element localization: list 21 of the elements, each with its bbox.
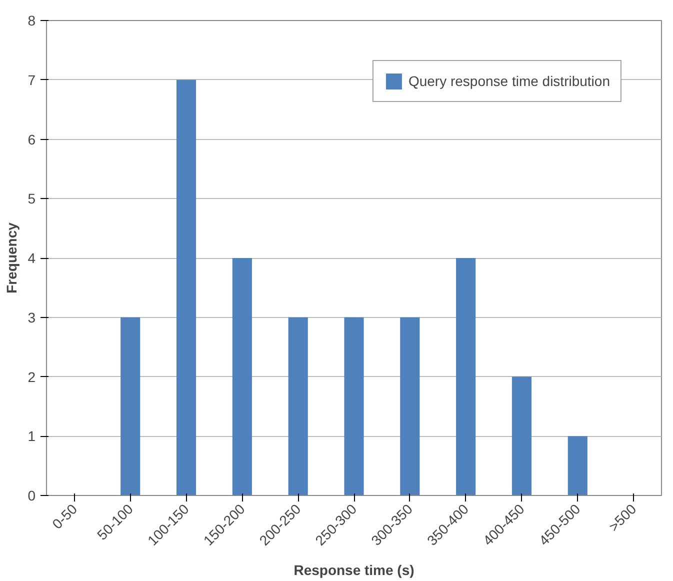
y-tick-label: 3 xyxy=(28,309,36,326)
x-axis-title: Response time (s) xyxy=(294,562,414,578)
legend-label: Query response time distribution xyxy=(408,73,610,89)
y-axis-title: Frequency xyxy=(4,222,20,294)
bar xyxy=(456,258,476,496)
y-tick-label: 5 xyxy=(28,190,36,207)
bar xyxy=(176,80,196,496)
bar xyxy=(568,436,588,496)
y-tick-label: 4 xyxy=(28,250,36,266)
bar xyxy=(288,317,308,496)
y-tick-label: 8 xyxy=(28,12,36,28)
y-tick-label: 6 xyxy=(28,131,36,148)
bar xyxy=(120,317,140,496)
y-tick-label: 1 xyxy=(28,428,36,444)
bar xyxy=(512,376,532,496)
y-tick-label: 0 xyxy=(28,488,36,504)
bar xyxy=(344,317,364,496)
y-tick-label: 2 xyxy=(28,368,36,385)
y-tick-label: 7 xyxy=(28,72,36,88)
bar xyxy=(400,317,420,496)
bar xyxy=(232,258,252,496)
